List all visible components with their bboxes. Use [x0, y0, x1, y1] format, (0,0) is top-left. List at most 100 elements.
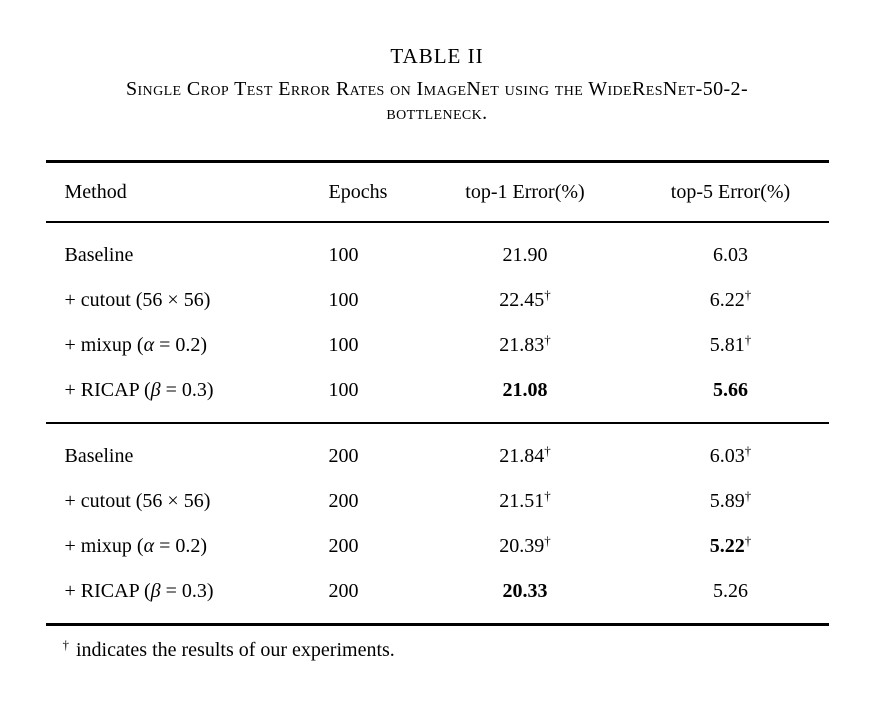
method-cell: + RICAP (β = 0.3) — [46, 379, 306, 402]
top5-error-value: 5.89 — [709, 490, 745, 512]
method-label: + mixup ( — [64, 535, 144, 557]
top5-error-value: 6.03 — [713, 244, 748, 266]
epochs-cell: 200 — [328, 535, 359, 557]
epochs-cell: 200 — [328, 580, 359, 602]
top1-error-value: 21.08 — [502, 379, 548, 401]
table-header-row: Method Epochs top-1 Error(%) top-5 Error… — [46, 163, 829, 221]
table-number: TABLE II — [390, 44, 484, 68]
table-rule-bottom — [45, 623, 829, 626]
method-param-symbol: α — [143, 334, 155, 356]
top5-error-cell: 5.89† — [633, 488, 829, 513]
top1-error-cell: 21.08 — [418, 379, 633, 402]
top1-error-cell: 22.45† — [418, 287, 633, 312]
footnote-dagger: † — [62, 637, 70, 652]
method-label-suffix: = 0.3) — [160, 580, 214, 602]
epochs-cell: 200 — [328, 445, 359, 467]
top5-error-cell: 5.26 — [633, 580, 829, 603]
method-cell: + mixup (α = 0.2) — [46, 535, 306, 558]
top1-error-value: 20.33 — [502, 580, 548, 602]
dagger-mark: † — [544, 488, 551, 503]
footnote: † indicates the results of our experiment… — [46, 637, 829, 662]
top1-error-cell: 21.83† — [418, 332, 633, 357]
table-row: + mixup (α = 0.2) 200 20.39† 5.22† — [46, 524, 829, 569]
top1-error-value: 22.45 — [499, 289, 545, 311]
method-label: + cutout (56 × 56) — [64, 490, 211, 512]
table-row: Baseline 200 21.84† 6.03† — [46, 434, 829, 479]
dagger-mark: † — [544, 443, 551, 458]
top5-error-value: 6.03 — [709, 445, 745, 467]
top1-error-cell: 21.84† — [418, 443, 633, 468]
column-header-method: Method — [64, 180, 127, 203]
top5-error-value: 5.26 — [713, 580, 748, 602]
top5-error-value: 5.66 — [713, 379, 748, 401]
method-label: + mixup ( — [64, 334, 144, 356]
epochs-cell: 100 — [328, 244, 359, 266]
top5-error-cell: 6.03† — [633, 443, 829, 468]
dagger-mark: † — [544, 332, 551, 347]
table-row: + cutout (56 × 56) 100 22.45† 6.22† — [46, 278, 829, 323]
top1-error-value: 21.51 — [499, 490, 545, 512]
top5-error-cell: 6.22† — [633, 288, 829, 312]
epochs-cell: 100 — [328, 289, 359, 311]
method-param-symbol: β — [150, 379, 161, 401]
method-cell: + mixup (α = 0.2) — [46, 334, 306, 357]
table-caption: Single Crop Test Error Rates on ImageNet… — [125, 78, 749, 124]
table-row: + RICAP (β = 0.3) 200 20.33 5.26 — [46, 569, 829, 614]
column-header-epochs: Epochs — [328, 180, 388, 203]
epochs-cell: 200 — [328, 490, 359, 512]
dagger-mark: † — [744, 488, 752, 503]
table-caption-block: TABLE II Single Crop Test Error Rates on… — [0, 0, 874, 125]
footnote-text: indicates the results of our experiments… — [76, 639, 395, 661]
method-label: Baseline — [64, 244, 134, 266]
table-row: + cutout (56 × 56) 200 21.51† 5.89† — [46, 479, 829, 524]
method-param-symbol: α — [143, 535, 155, 557]
top5-error-cell: 5.81† — [633, 332, 829, 357]
method-label: + cutout (56 × 56) — [64, 289, 211, 311]
method-cell: Baseline — [46, 445, 306, 468]
epochs-cell: 100 — [328, 379, 359, 401]
top5-error-value: 5.81 — [709, 334, 745, 356]
table-row: + mixup (α = 0.2) 100 21.83† 5.81† — [46, 323, 829, 368]
method-label: + RICAP ( — [64, 379, 151, 401]
top1-error-cell: 21.90 — [418, 244, 633, 267]
method-label-suffix: = 0.2) — [154, 535, 208, 557]
table-group-100-epochs: Baseline 100 21.90 6.03 + cutout (56 × 5… — [46, 223, 829, 422]
dagger-mark: † — [744, 533, 752, 548]
method-param-symbol: β — [150, 580, 161, 602]
top1-error-value: 21.83 — [499, 334, 545, 356]
top1-error-cell: 21.51† — [418, 488, 633, 513]
dagger-mark: † — [544, 533, 551, 548]
top5-error-cell: 6.03 — [633, 244, 829, 267]
table-row: Baseline 100 21.90 6.03 — [46, 233, 829, 278]
method-label: + RICAP ( — [64, 580, 151, 602]
table-rule-top — [45, 160, 829, 163]
top1-error-value: 21.90 — [502, 244, 548, 266]
table-rule-header — [45, 221, 829, 223]
method-cell: + cutout (56 × 56) — [46, 289, 306, 312]
epochs-cell: 100 — [328, 334, 359, 356]
method-label-suffix: = 0.2) — [154, 334, 208, 356]
top5-error-value: 5.22 — [709, 535, 745, 557]
top1-error-cell: 20.39† — [418, 533, 633, 558]
top1-error-value: 21.84 — [499, 445, 545, 467]
top1-error-cell: 20.33 — [418, 580, 633, 603]
top5-error-cell: 5.22† — [633, 533, 829, 558]
top5-error-cell: 5.66 — [633, 379, 829, 402]
dagger-mark: † — [744, 332, 752, 347]
method-cell: + RICAP (β = 0.3) — [46, 580, 306, 603]
results-table: Method Epochs top-1 Error(%) top-5 Error… — [45, 160, 829, 626]
table-row: + RICAP (β = 0.3) 100 21.08 5.66 — [46, 368, 829, 413]
dagger-mark: † — [544, 287, 551, 302]
method-label: Baseline — [64, 445, 134, 467]
column-header-top1-error: top-1 Error(%) — [465, 180, 585, 203]
method-cell: Baseline — [46, 244, 306, 267]
top5-error-value: 6.22 — [709, 289, 745, 311]
table-group-200-epochs: Baseline 200 21.84† 6.03† + cutout (56 ×… — [46, 424, 829, 623]
column-header-top5-error: top-5 Error(%) — [670, 180, 791, 203]
top1-error-value: 20.39 — [499, 535, 545, 557]
dagger-mark: † — [744, 443, 752, 458]
method-label-suffix: = 0.3) — [160, 379, 214, 401]
method-cell: + cutout (56 × 56) — [46, 490, 306, 513]
table-rule-middle — [45, 422, 829, 424]
